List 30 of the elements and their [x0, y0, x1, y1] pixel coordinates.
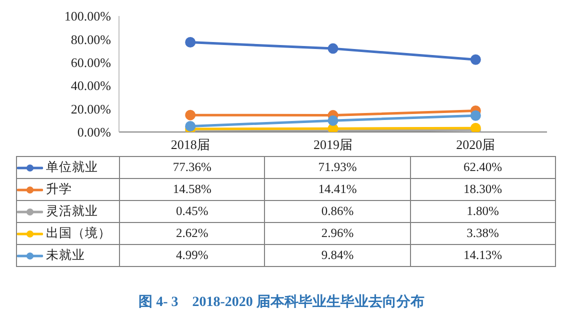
y-tick-label: 60.00% — [70, 55, 112, 70]
data-label: 62.40% — [410, 156, 556, 178]
data-label: 14.58% — [120, 178, 265, 200]
data-label: 71.93% — [264, 156, 410, 178]
y-tick-label: 20.00% — [70, 101, 112, 116]
data-label: 3.38% — [410, 222, 556, 244]
data-label: 18.30% — [410, 178, 556, 200]
legend-label: 灵活就业 — [16, 200, 120, 222]
y-tick-label: 100.00% — [64, 8, 112, 24]
y-tick-label: 80.00% — [70, 32, 112, 47]
data-label: 14.13% — [410, 244, 556, 266]
legend-label: 出国（境） — [16, 222, 120, 244]
y-tick-label: 0.00% — [77, 124, 112, 140]
data-label: 14.41% — [264, 178, 410, 200]
data-label: 1.80% — [410, 200, 556, 222]
data-label: 77.36% — [120, 156, 265, 178]
data-label: 9.84% — [264, 244, 410, 266]
data-label: 0.45% — [120, 200, 265, 222]
data-label: 2.96% — [264, 222, 410, 244]
text: 图 4- 3 2018-2020 届本科毕业生毕业去向分布 — [138, 293, 426, 311]
legend-label: 升学 — [16, 178, 120, 200]
x-tick-label: 2019届 — [314, 137, 352, 152]
y-tick-label: 40.00% — [70, 78, 112, 94]
legend-label: 未就业 — [16, 244, 120, 266]
data-label: 2.62% — [120, 222, 265, 244]
data-label: 4.99% — [120, 244, 265, 266]
legend-label: 单位就业 — [16, 156, 120, 178]
data-label: 0.86% — [264, 200, 410, 222]
x-tick-label: 2020届 — [456, 137, 496, 152]
x-tick-label: 2018届 — [170, 137, 210, 152]
